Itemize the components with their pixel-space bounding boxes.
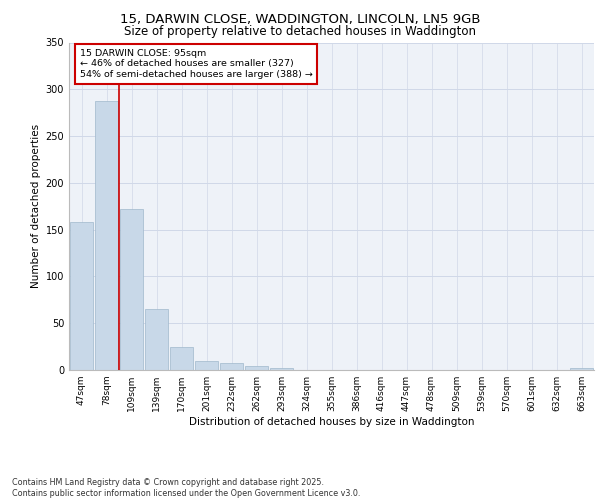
Text: 15, DARWIN CLOSE, WADDINGTON, LINCOLN, LN5 9GB: 15, DARWIN CLOSE, WADDINGTON, LINCOLN, L… [120,12,480,26]
Bar [220,364,244,370]
Bar [194,360,218,370]
Bar [95,100,118,370]
Bar [119,209,143,370]
Bar [269,368,293,370]
Text: 15 DARWIN CLOSE: 95sqm
← 46% of detached houses are smaller (327)
54% of semi-de: 15 DARWIN CLOSE: 95sqm ← 46% of detached… [79,49,313,79]
Bar [245,366,268,370]
Text: Size of property relative to detached houses in Waddington: Size of property relative to detached ho… [124,25,476,38]
Bar [170,346,193,370]
Y-axis label: Number of detached properties: Number of detached properties [31,124,41,288]
X-axis label: Distribution of detached houses by size in Waddington: Distribution of detached houses by size … [189,417,474,427]
Bar [145,309,169,370]
Bar [70,222,94,370]
Text: Contains HM Land Registry data © Crown copyright and database right 2025.
Contai: Contains HM Land Registry data © Crown c… [12,478,361,498]
Bar [569,368,593,370]
